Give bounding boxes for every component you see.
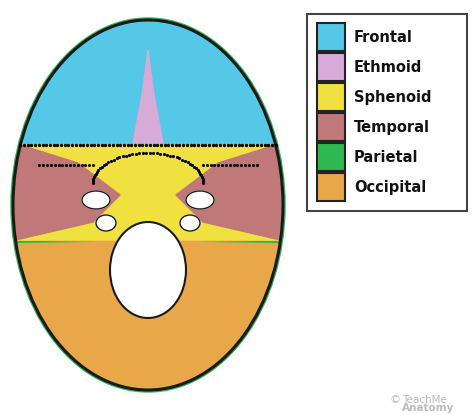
Polygon shape [16, 240, 281, 390]
Polygon shape [176, 145, 283, 240]
Ellipse shape [11, 18, 285, 392]
FancyBboxPatch shape [317, 83, 345, 112]
FancyBboxPatch shape [317, 113, 345, 142]
FancyBboxPatch shape [317, 54, 345, 81]
Polygon shape [133, 50, 163, 143]
FancyBboxPatch shape [317, 24, 345, 51]
Text: Ethmoid: Ethmoid [354, 60, 422, 75]
Text: TeachMe: TeachMe [402, 395, 447, 405]
Ellipse shape [82, 191, 110, 209]
Ellipse shape [180, 215, 200, 231]
FancyBboxPatch shape [307, 14, 467, 211]
Text: ©: © [390, 395, 401, 405]
FancyBboxPatch shape [317, 144, 345, 171]
Text: Frontal: Frontal [354, 30, 413, 45]
Ellipse shape [186, 191, 214, 209]
Ellipse shape [110, 222, 186, 318]
Polygon shape [13, 145, 120, 240]
Polygon shape [16, 145, 281, 240]
Text: Parietal: Parietal [354, 150, 419, 165]
Text: Anatomy: Anatomy [402, 403, 455, 413]
Ellipse shape [96, 215, 116, 231]
Text: Temporal: Temporal [354, 120, 430, 135]
FancyBboxPatch shape [317, 173, 345, 202]
Text: Sphenoid: Sphenoid [354, 90, 431, 105]
Text: Occipital: Occipital [354, 180, 426, 195]
Polygon shape [20, 20, 276, 145]
